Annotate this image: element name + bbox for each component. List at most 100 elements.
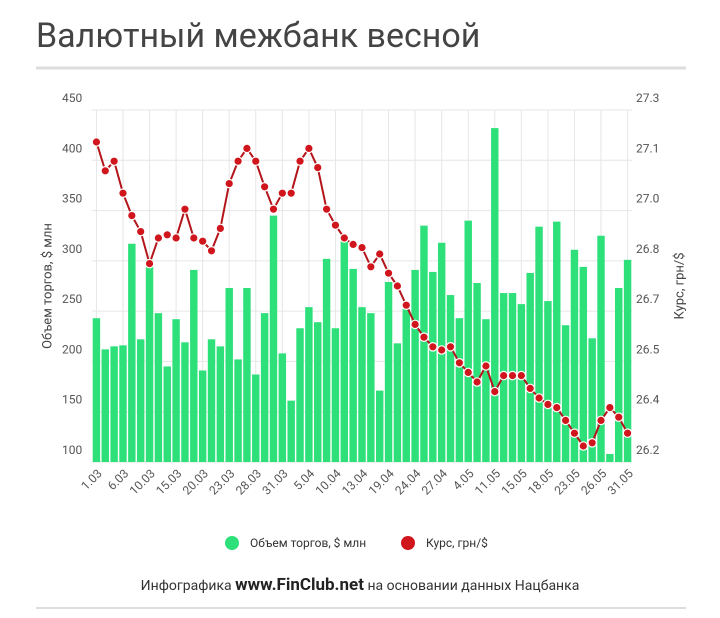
bar — [110, 346, 118, 462]
bar — [446, 295, 455, 462]
y-tick-label: 150 — [62, 393, 82, 407]
rate-point — [162, 230, 173, 240]
bar — [429, 271, 437, 462]
x-tick-label: 19.04 — [366, 466, 397, 497]
bar — [402, 309, 410, 462]
bar — [278, 353, 287, 462]
rate-point — [286, 188, 296, 198]
y-tick-label: 250 — [62, 292, 82, 306]
bar — [269, 215, 278, 462]
bar — [561, 325, 570, 462]
rate-point — [127, 210, 137, 221]
rate-point — [428, 341, 438, 352]
rate-point — [330, 220, 341, 230]
rate-point — [91, 137, 102, 147]
y2-axis-title: Курс, грн/$ — [672, 252, 687, 319]
footer-text: Инфографика — [141, 578, 232, 594]
bar — [473, 282, 481, 462]
x-tick-label: 1.03 — [78, 466, 104, 492]
rate-point — [560, 415, 571, 426]
bar — [367, 313, 375, 462]
x-tick-label: 24.04 — [392, 466, 423, 497]
rate-point — [180, 204, 190, 214]
x-tick-label: 31.03 — [259, 466, 290, 497]
bar — [207, 339, 216, 462]
rate-point — [419, 332, 429, 342]
rate-point — [312, 162, 323, 173]
rate-point — [242, 143, 252, 154]
bar — [349, 268, 357, 462]
y-tick-label: 300 — [62, 242, 82, 256]
rate-point — [374, 249, 385, 259]
rate-point — [498, 370, 509, 381]
bar — [190, 269, 198, 462]
rate-point — [304, 143, 314, 154]
rate-point — [144, 258, 155, 269]
bar — [322, 258, 331, 462]
legend-marker — [401, 536, 415, 550]
rate-point — [321, 204, 332, 214]
rate-point — [481, 361, 491, 371]
bar — [331, 328, 340, 462]
x-tick-label: 23.03 — [206, 466, 237, 497]
rate-point — [277, 188, 288, 198]
legend-label: Курс, грн/$ — [426, 536, 488, 550]
bar — [92, 318, 101, 462]
bar — [128, 243, 136, 462]
rate-point — [197, 236, 208, 246]
rate-point — [472, 377, 482, 387]
rate-point — [109, 156, 119, 166]
rate-point — [436, 345, 447, 355]
bar — [216, 346, 225, 462]
bar — [588, 338, 596, 462]
bar — [597, 235, 605, 462]
y2-tick-label: 26.8 — [636, 242, 660, 256]
rate-point — [569, 428, 580, 438]
bar — [491, 128, 499, 463]
x-tick-label: 18.05 — [525, 466, 556, 497]
rate-point — [463, 367, 474, 378]
bar — [517, 304, 526, 462]
rate-point — [348, 239, 358, 250]
rate-point — [189, 233, 199, 243]
bar — [296, 328, 304, 462]
rate-point — [233, 156, 243, 166]
x-tick-label: 15.03 — [153, 466, 184, 497]
bar — [535, 226, 543, 462]
footer: Инфографика www.FinClub.net на основании… — [141, 575, 580, 595]
y2-tick-label: 26.2 — [636, 443, 660, 457]
rate-point — [410, 319, 420, 330]
rate-point — [534, 393, 544, 403]
y-tick-label: 100 — [62, 443, 82, 457]
y2-tick-label: 27.0 — [636, 192, 660, 206]
bar — [154, 313, 163, 462]
rate-point — [366, 261, 376, 272]
rate-point — [100, 166, 111, 176]
x-tick-label: 27.04 — [419, 466, 450, 497]
y2-tick-label: 26.7 — [636, 292, 660, 306]
bar — [482, 319, 490, 462]
rate-point — [206, 246, 217, 256]
bar — [615, 288, 623, 462]
rate-point — [587, 437, 597, 448]
bar — [181, 342, 189, 462]
rate-point — [596, 415, 606, 426]
bar — [340, 238, 349, 462]
bar — [260, 313, 269, 462]
rate-point — [551, 402, 562, 413]
bar — [455, 318, 464, 462]
chart-title: Валютный межбанк весной — [36, 16, 480, 56]
bar — [464, 220, 472, 462]
legend-label: Объем торгов, $ млн — [250, 536, 366, 550]
rate-point — [153, 233, 164, 243]
bar — [234, 359, 242, 462]
bar — [544, 301, 552, 462]
bar — [384, 281, 393, 462]
y-tick-label: 350 — [62, 192, 82, 206]
bar — [163, 366, 171, 462]
rate-point — [118, 188, 128, 198]
bar — [623, 259, 632, 462]
bar — [393, 343, 402, 462]
rate-point — [383, 268, 394, 278]
bar — [420, 225, 428, 462]
